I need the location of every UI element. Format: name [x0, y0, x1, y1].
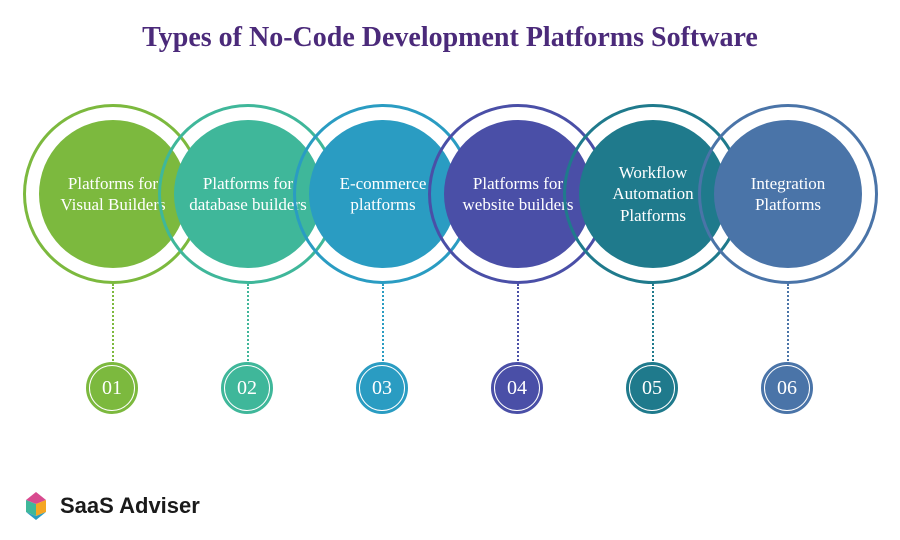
page-title: Types of No-Code Development Platforms S…	[0, 0, 900, 54]
number-badge: 03	[356, 362, 408, 414]
number-text: 04	[495, 366, 539, 410]
number-text: 03	[360, 366, 404, 410]
number-badge: 01	[86, 362, 138, 414]
connector-line	[517, 284, 519, 364]
number-text: 01	[90, 366, 134, 410]
connector-line	[112, 284, 114, 364]
connector-line	[787, 284, 789, 364]
connector-line	[382, 284, 384, 364]
brand-name: SaaS Adviser	[60, 493, 200, 519]
node-chain: Platforms for Visual Builders01Platforms…	[0, 94, 900, 324]
number-text: 02	[225, 366, 269, 410]
brand: SaaS Adviser	[20, 490, 200, 522]
node-label: Integration Platforms	[714, 120, 862, 268]
connector-line	[652, 284, 654, 364]
number-badge: 05	[626, 362, 678, 414]
connector-line	[247, 284, 249, 364]
number-text: 06	[765, 366, 809, 410]
number-badge: 02	[221, 362, 273, 414]
number-badge: 04	[491, 362, 543, 414]
number-badge: 06	[761, 362, 813, 414]
number-text: 05	[630, 366, 674, 410]
brand-logo-icon	[20, 490, 52, 522]
